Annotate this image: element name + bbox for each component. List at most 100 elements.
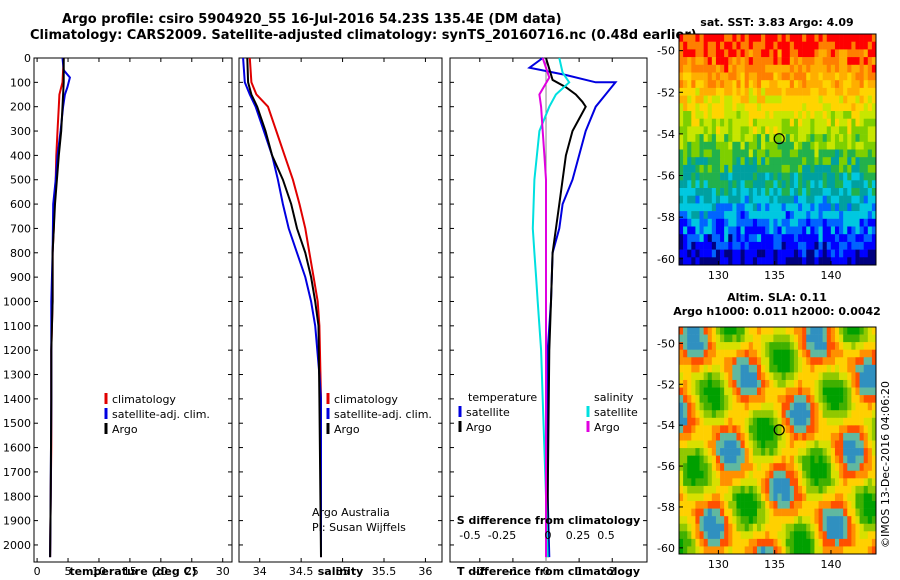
map-cell	[847, 538, 852, 547]
map-cell	[781, 218, 786, 227]
map-cell	[781, 157, 786, 166]
map-cell	[728, 478, 733, 487]
map-cell	[839, 257, 844, 266]
map-cell	[798, 188, 803, 196]
map-cell	[736, 417, 741, 426]
map-cell	[789, 364, 795, 373]
map-cell	[871, 357, 877, 366]
map-cell	[699, 448, 704, 456]
map-cell	[781, 327, 786, 335]
map-cell	[785, 41, 791, 50]
map-cell	[756, 49, 762, 58]
map-cell	[830, 357, 836, 366]
map-cell	[810, 172, 815, 181]
map-cell	[810, 425, 815, 434]
map-cell	[756, 41, 762, 50]
map-cell	[732, 218, 737, 227]
map-cell	[769, 523, 774, 532]
map-cell	[728, 327, 733, 335]
map-cell	[756, 455, 762, 464]
map-cell	[687, 334, 692, 343]
map-cell	[847, 103, 852, 112]
map-cell	[752, 49, 758, 58]
map-cell	[740, 118, 745, 127]
map-cell	[728, 203, 733, 212]
map-cell	[863, 49, 869, 58]
map-cell	[720, 387, 725, 396]
map-cell	[810, 417, 815, 426]
map-cell	[761, 57, 766, 66]
map-cell	[679, 172, 684, 181]
map-cell	[851, 195, 856, 204]
map-cell	[695, 395, 700, 403]
map-cell	[765, 234, 770, 243]
map-cell	[679, 364, 684, 373]
map-cell	[830, 395, 836, 403]
map-cell	[769, 334, 774, 343]
map-cell	[826, 334, 832, 343]
map-cell	[707, 149, 713, 158]
map-cell	[683, 432, 688, 441]
map-cell	[789, 372, 795, 381]
map-cell	[761, 470, 766, 479]
xtick-label: 20	[154, 565, 168, 578]
map-cell	[789, 111, 795, 119]
map-cell	[728, 538, 733, 547]
map-cell	[867, 531, 873, 540]
map-cell	[773, 134, 778, 143]
map-cell	[707, 349, 713, 358]
map-cell	[691, 72, 696, 81]
map-cell	[756, 478, 762, 487]
map-cell	[756, 126, 762, 135]
map-cell	[777, 485, 782, 494]
watermark-timestamp: ©IMOS 13-Dec-2016 04:06:20	[879, 381, 892, 548]
map-cell	[691, 234, 696, 243]
ytick-label: 1500	[3, 417, 31, 430]
map-cell	[802, 226, 807, 235]
map-cell	[839, 478, 844, 487]
map-cell	[855, 72, 860, 81]
map-cell	[871, 508, 877, 517]
map-cell	[687, 87, 692, 96]
map-cell	[826, 538, 832, 547]
map-cell	[818, 387, 823, 396]
map-cell	[732, 226, 737, 235]
map-cell	[728, 334, 733, 343]
map-cell	[756, 157, 762, 166]
map-cell	[711, 417, 717, 426]
map-cell	[699, 34, 704, 42]
map-cell	[728, 218, 733, 227]
map-cell	[752, 241, 758, 250]
map-cell	[826, 516, 832, 525]
map-cell	[695, 379, 700, 388]
map-cell	[724, 103, 729, 112]
map-cell	[728, 195, 733, 204]
map-cell	[756, 234, 762, 243]
map-cell	[867, 111, 873, 119]
map-cell	[691, 516, 696, 525]
map-cell	[871, 342, 877, 350]
map-cell	[715, 157, 721, 166]
map-cell	[744, 538, 750, 547]
map-cell	[867, 157, 873, 166]
map-cell	[707, 134, 713, 143]
map-cell	[777, 349, 782, 358]
map-cell	[752, 226, 758, 235]
map-cell	[810, 379, 815, 388]
map-cell	[777, 402, 782, 411]
map-cell	[777, 432, 782, 441]
map-cell	[814, 364, 819, 373]
map-cell	[695, 157, 700, 166]
ytick-label: 1900	[3, 515, 31, 528]
map-cell	[851, 57, 856, 66]
map-cell	[793, 425, 799, 434]
map-cell	[826, 234, 832, 243]
map-cell	[703, 57, 709, 66]
map-cell	[777, 157, 782, 166]
map-cell	[855, 157, 860, 166]
map-cell	[847, 364, 852, 373]
map-cell	[769, 425, 774, 434]
map-cell	[691, 164, 696, 173]
map-cell	[789, 508, 795, 517]
map-cell	[822, 531, 828, 540]
